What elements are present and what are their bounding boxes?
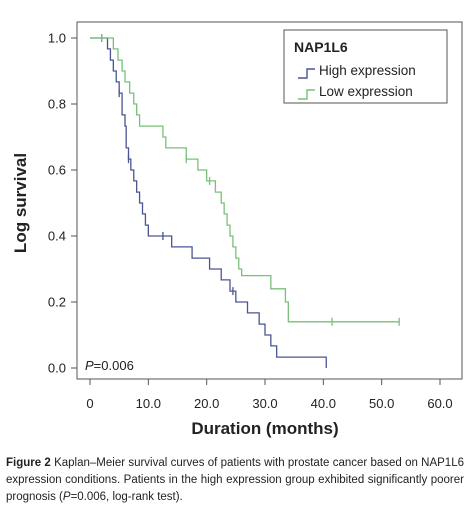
p-value-annotation: P=0.006 bbox=[85, 358, 134, 373]
x-tick-label: 20.0 bbox=[194, 396, 219, 411]
y-tick-label: 0.2 bbox=[48, 295, 66, 310]
series-line-high-expression bbox=[90, 37, 327, 368]
caption-p: P bbox=[62, 491, 71, 503]
y-tick-label: 1.0 bbox=[48, 31, 66, 46]
legend-swatch-low bbox=[298, 89, 315, 100]
series-line-low-expression bbox=[90, 37, 400, 323]
legend-box bbox=[283, 29, 448, 104]
y-axis-label: Log survival bbox=[11, 153, 30, 253]
y-tick-label: 0.6 bbox=[48, 163, 66, 178]
y-tick-label: 0.8 bbox=[48, 97, 66, 112]
km-figure: 0 10.0 20.0 30.0 40.0 50.0 60.0 0.0 0.2 0.4 0.6 0.8… bbox=[6, 21, 464, 503]
y-tick-label: 0.0 bbox=[48, 361, 66, 376]
legend-label-low: Low expression bbox=[319, 84, 413, 99]
legend-title: NAP1L6 bbox=[294, 39, 348, 55]
legend-swatch-high bbox=[298, 68, 315, 79]
caption-label: Figure 2 bbox=[6, 457, 51, 469]
x-axis-label: Duration (months) bbox=[191, 419, 338, 438]
x-tick-label: 50.0 bbox=[369, 396, 394, 411]
caption-text: Kaplan–Meier survival curves of patients… bbox=[6, 457, 464, 503]
x-tick-label: 30.0 bbox=[252, 396, 277, 411]
x-tick-label: 0 bbox=[86, 396, 93, 411]
figure-caption: Figure 2 Kaplan–Meier survival curves of… bbox=[6, 455, 464, 506]
x-tick-label: 40.0 bbox=[311, 396, 336, 411]
caption-text-end: =0.006, log-rank test). bbox=[70, 491, 183, 503]
x-tick-label: 60.0 bbox=[427, 396, 452, 411]
km-chart: 0 10.0 20.0 30.0 40.0 50.0 60.0 0.0 0.2 0.4 0.6 0.8… bbox=[11, 21, 463, 438]
legend-label-high: High expression bbox=[319, 63, 416, 78]
x-tick-label: 10.0 bbox=[136, 396, 161, 411]
y-tick-label: 0.4 bbox=[48, 229, 66, 244]
